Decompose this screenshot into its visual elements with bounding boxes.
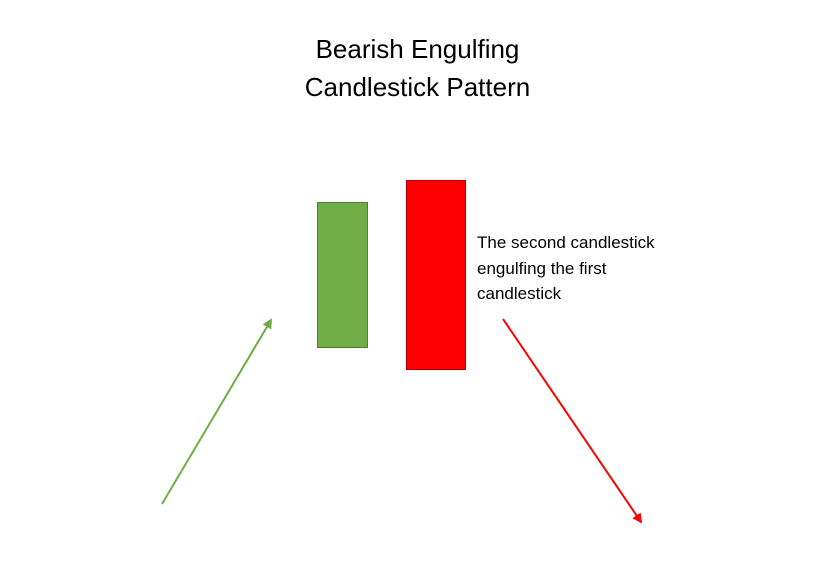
downtrend-arrow bbox=[502, 318, 643, 524]
caption-line-2: engulfing the first bbox=[477, 258, 607, 278]
uptrend-arrow bbox=[161, 318, 273, 505]
title-line-1: Bearish Engulfing bbox=[315, 34, 520, 64]
caption-line-3: candlestick bbox=[477, 284, 562, 303]
diagram-title: Bearish Engulfing Candlestick Pattern bbox=[0, 30, 835, 106]
engulfing-caption: The second candlestick engulfing the fir… bbox=[477, 230, 717, 307]
bullish-candlestick bbox=[317, 202, 368, 348]
caption-line-1: The second candlestick bbox=[477, 233, 655, 252]
bearish-engulfing-candlestick bbox=[406, 180, 466, 370]
title-line-2: Candlestick Pattern bbox=[304, 72, 531, 102]
